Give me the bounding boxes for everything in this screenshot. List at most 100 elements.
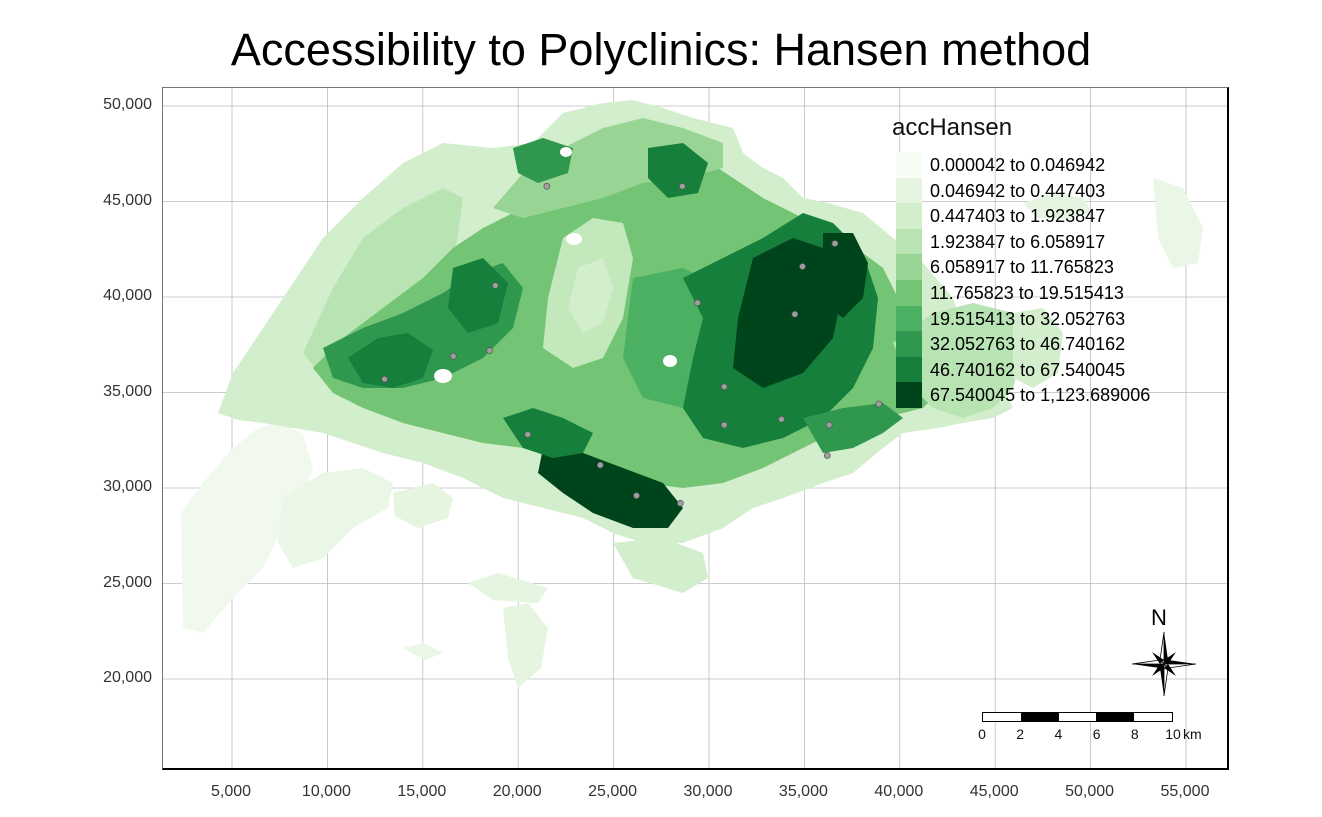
legend-swatch xyxy=(896,305,922,332)
y-tick-label: 40,000 xyxy=(103,287,152,304)
polyclinic-marker xyxy=(720,383,728,391)
polyclinic-marker xyxy=(486,347,493,354)
x-tick-label: 15,000 xyxy=(397,783,447,800)
legend-swatch xyxy=(896,177,922,204)
polyclinic-marker xyxy=(524,431,532,438)
polyclinic-marker xyxy=(875,400,883,408)
map-title: Accessibility to Polyclinics: Hansen met… xyxy=(230,24,1092,75)
x-tick-label: 45,000 xyxy=(969,783,1019,800)
land-east-coast xyxy=(803,403,903,453)
polyclinic-marker xyxy=(543,182,551,190)
polyclinic-marker xyxy=(823,452,831,459)
reservoir-2 xyxy=(663,355,677,367)
land-pulau-ubin xyxy=(1023,193,1093,218)
legend-label: 0.447403 to 1.923847 xyxy=(930,206,1106,227)
y-tick-label: 35,000 xyxy=(103,382,152,400)
legend-item: 46.740162 to 67.540045 xyxy=(896,356,1226,383)
legend-swatch xyxy=(896,203,922,230)
legend-label: 67.540045 to 1,123.689006 xyxy=(930,385,1151,406)
accessibility-surface xyxy=(181,100,1203,688)
polyclinic-marker xyxy=(778,415,785,423)
y-tick-label: 25,000 xyxy=(103,573,152,591)
scale-tick-label: 2 xyxy=(1016,726,1025,742)
north-label: N xyxy=(1151,605,1167,630)
land-sentosa xyxy=(613,538,708,593)
land-yishun-dark xyxy=(648,143,708,198)
reservoir-3 xyxy=(434,369,452,383)
x-tick-label: 50,000 xyxy=(1065,783,1115,800)
polyclinic-marker xyxy=(799,263,806,270)
polyclinic-marker xyxy=(720,421,728,429)
land-south-core xyxy=(538,448,683,528)
land-jurong-core xyxy=(348,333,433,388)
legend-label: 0.046942 to 0.447403 xyxy=(930,180,1106,201)
legend-label: 1.923847 to 6.058917 xyxy=(930,231,1106,252)
polyclinic-marker xyxy=(633,492,640,499)
legend-item: 32.052763 to 46.740162 xyxy=(896,331,1226,358)
legend-item: 1.923847 to 6.058917 xyxy=(896,228,1226,255)
scale-unit: km xyxy=(1183,726,1202,742)
scale-tick-label: 10 xyxy=(1165,726,1181,742)
x-tick-label: 20,000 xyxy=(492,783,542,800)
land-north-band xyxy=(493,118,723,218)
legend-label: 32.052763 to 46.740162 xyxy=(930,334,1126,355)
land-tekong xyxy=(1153,178,1203,268)
x-tick-label: 25,000 xyxy=(588,783,638,800)
map-panel xyxy=(162,87,1229,770)
reservoir-1 xyxy=(566,233,582,245)
scale-bar xyxy=(982,712,1173,722)
legend-swatch xyxy=(896,382,922,409)
land-tampines xyxy=(823,233,868,318)
legend-swatch xyxy=(896,331,922,358)
land-woodlands-dark xyxy=(513,138,573,183)
x-tick-label: 35,000 xyxy=(778,783,828,800)
x-tick-label: 10,000 xyxy=(301,783,351,800)
land-changi-east xyxy=(1013,308,1063,388)
legend-label: 19.515413 to 32.052763 xyxy=(930,308,1126,329)
polyclinic-marker xyxy=(678,182,686,190)
y-tick-label: 45,000 xyxy=(103,191,152,209)
legend-item: 0.000042 to 0.046942 xyxy=(896,152,1226,178)
polyclinic-marker xyxy=(791,310,799,318)
legend-item: 67.540045 to 1,123.689006 xyxy=(896,382,1226,409)
legend-swatch xyxy=(896,228,922,255)
legend-label: 46.740162 to 67.540045 xyxy=(930,359,1126,380)
legend-swatch xyxy=(896,254,922,281)
polyclinic-marker xyxy=(831,240,839,247)
legend-label: 11.765823 to 19.515413 xyxy=(930,283,1124,303)
polyclinic-marker xyxy=(381,375,388,383)
legend-swatch xyxy=(896,356,922,383)
land-catchment-core xyxy=(568,258,613,333)
land-western-islands xyxy=(181,423,313,633)
legend-swatch xyxy=(896,152,922,178)
land-bukit-batok xyxy=(448,258,508,333)
legend-label: 0.000042 to 0.046942 xyxy=(930,155,1106,175)
legend-swatch xyxy=(896,280,922,306)
north-arrow-icon xyxy=(1131,631,1197,697)
scale-tick-label: 0 xyxy=(978,726,986,742)
map-canvas xyxy=(163,88,1227,768)
scale-tick-label: 4 xyxy=(1054,726,1063,742)
land-southern-island-3 xyxy=(503,603,548,688)
legend-title: accHansen xyxy=(892,114,1013,141)
x-tick-label: 5,000 xyxy=(210,783,252,800)
polyclinic-marker xyxy=(491,282,499,289)
land-changi xyxy=(893,303,1023,418)
polyclinic-marker xyxy=(449,352,457,360)
land-west-light xyxy=(303,188,463,378)
legend-label: 6.058917 to 11.765823 xyxy=(930,257,1114,278)
scale-tick-label: 8 xyxy=(1130,726,1139,742)
polyclinic-marker xyxy=(694,299,701,307)
legend-item: 6.058917 to 11.765823 xyxy=(896,254,1226,281)
x-tick-label: 40,000 xyxy=(874,783,924,800)
land-southern-island-1 xyxy=(393,483,453,528)
polyclinic-marker xyxy=(596,461,604,469)
legend-item: 11.765823 to 19.515413 xyxy=(896,280,1226,306)
land-southern-island-2 xyxy=(468,573,548,603)
legend-item: 0.046942 to 0.447403 xyxy=(896,177,1226,204)
y-tick-label: 30,000 xyxy=(103,478,152,495)
polyclinic-markers xyxy=(381,182,883,507)
legend-item: 19.515413 to 32.052763 xyxy=(896,305,1226,332)
land-jurong-island xyxy=(278,468,393,568)
y-tick-label: 20,000 xyxy=(103,669,152,686)
